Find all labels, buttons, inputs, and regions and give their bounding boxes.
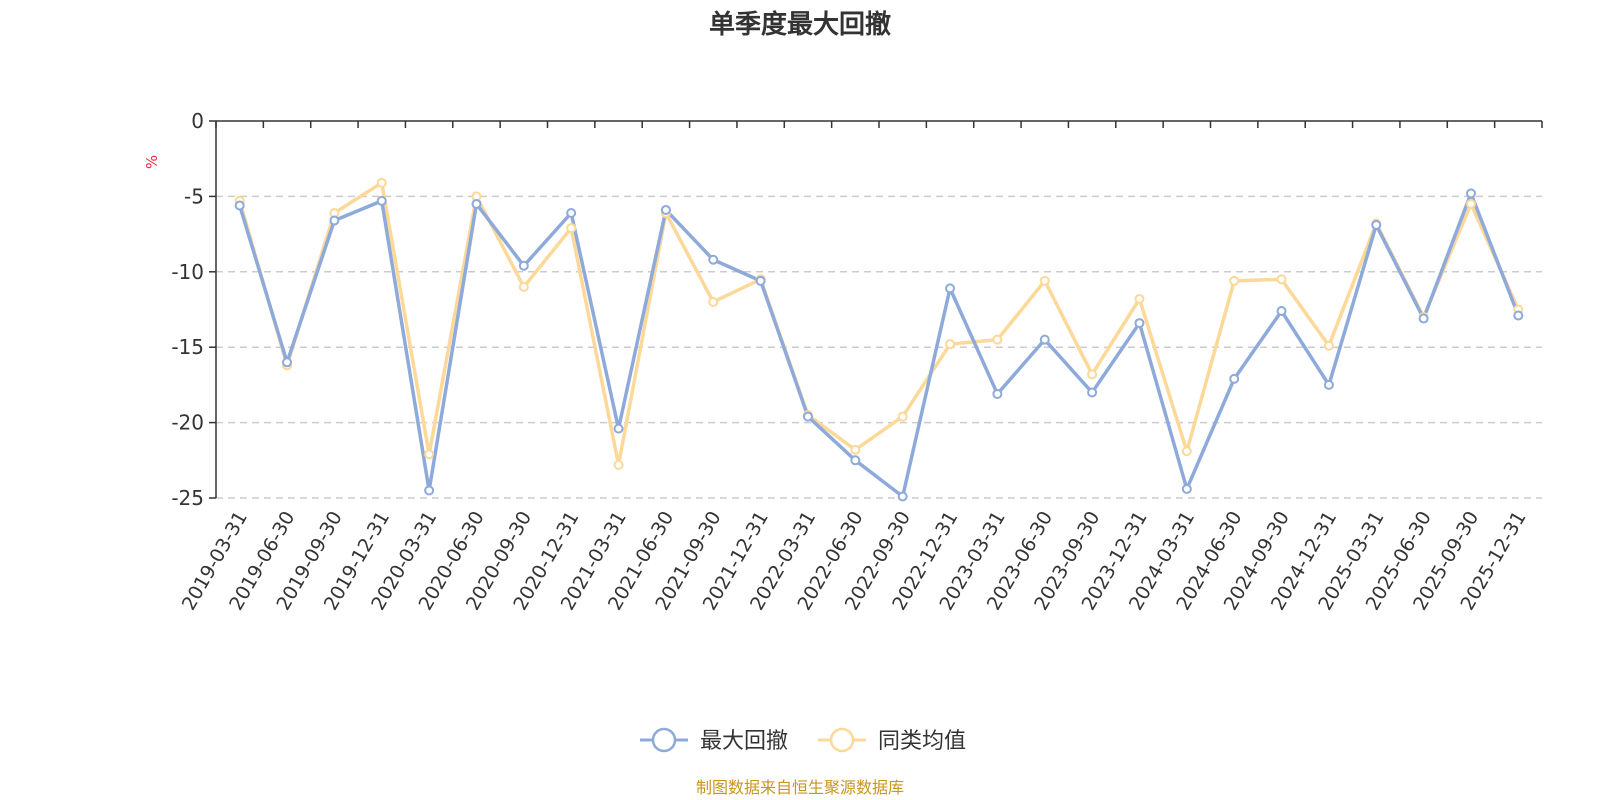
- data-point: [1418, 313, 1429, 324]
- y-tick-label: -5: [184, 184, 204, 208]
- data-point: [1181, 446, 1192, 457]
- data-point: [992, 334, 1003, 345]
- data-point: [1087, 369, 1098, 380]
- legend: 最大回撤 同类均值: [640, 727, 966, 754]
- data-point: [897, 491, 908, 502]
- data-point: [566, 223, 577, 234]
- data-point: [850, 455, 861, 466]
- data-point: [1513, 310, 1524, 321]
- data-point: [850, 444, 861, 455]
- legend-marker: [651, 727, 677, 753]
- data-point: [1134, 293, 1145, 304]
- legend-marker: [829, 727, 855, 753]
- data-point: [992, 388, 1003, 399]
- data-point: [424, 449, 435, 460]
- series-line: [238, 191, 1520, 499]
- data-point: [1087, 387, 1098, 398]
- data-point: [329, 215, 340, 226]
- data-point: [376, 195, 387, 206]
- data-point: [802, 411, 813, 422]
- series-lines: [234, 177, 1524, 502]
- data-point: [234, 200, 245, 211]
- data-point: [1465, 188, 1476, 199]
- data-point: [566, 207, 577, 218]
- data-point: [755, 275, 766, 286]
- y-tick-label: 0: [191, 109, 204, 133]
- data-point: [660, 204, 671, 215]
- grid-lines: [216, 195, 1542, 499]
- data-point: [471, 198, 482, 209]
- data-point: [1229, 373, 1240, 384]
- data-point: [1276, 306, 1287, 317]
- data-point: [1229, 275, 1240, 286]
- data-point: [282, 357, 293, 368]
- data-point: [424, 485, 435, 496]
- data-point: [518, 260, 529, 271]
- y-axis-unit: %: [143, 155, 161, 169]
- data-point: [945, 283, 956, 294]
- data-point: [518, 281, 529, 292]
- source-note: 制图数据来自恒生聚源数据库: [696, 778, 904, 797]
- data-point: [1039, 334, 1050, 345]
- data-point: [1276, 274, 1287, 285]
- data-point: [1134, 318, 1145, 329]
- data-point: [945, 339, 956, 350]
- data-point: [897, 411, 908, 422]
- data-point: [1465, 198, 1476, 209]
- data-point: [613, 423, 624, 434]
- data-point: [376, 177, 387, 188]
- data-point: [708, 254, 719, 265]
- y-tick-label: -25: [171, 486, 204, 510]
- data-point: [1323, 379, 1334, 390]
- legend-label: 最大回撤: [700, 729, 788, 754]
- series-line: [237, 181, 1520, 467]
- y-tick-label: -10: [171, 260, 204, 284]
- data-point: [708, 296, 719, 307]
- data-point: [613, 459, 624, 470]
- legend-label: 同类均值: [878, 729, 966, 754]
- y-tick-label: -15: [171, 335, 204, 359]
- data-point: [1039, 275, 1050, 286]
- data-point: [1181, 483, 1192, 494]
- chart-title: 单季度最大回撤: [709, 9, 891, 40]
- data-point: [1371, 220, 1382, 231]
- data-point: [1323, 340, 1334, 351]
- y-tick-label: -20: [171, 411, 204, 435]
